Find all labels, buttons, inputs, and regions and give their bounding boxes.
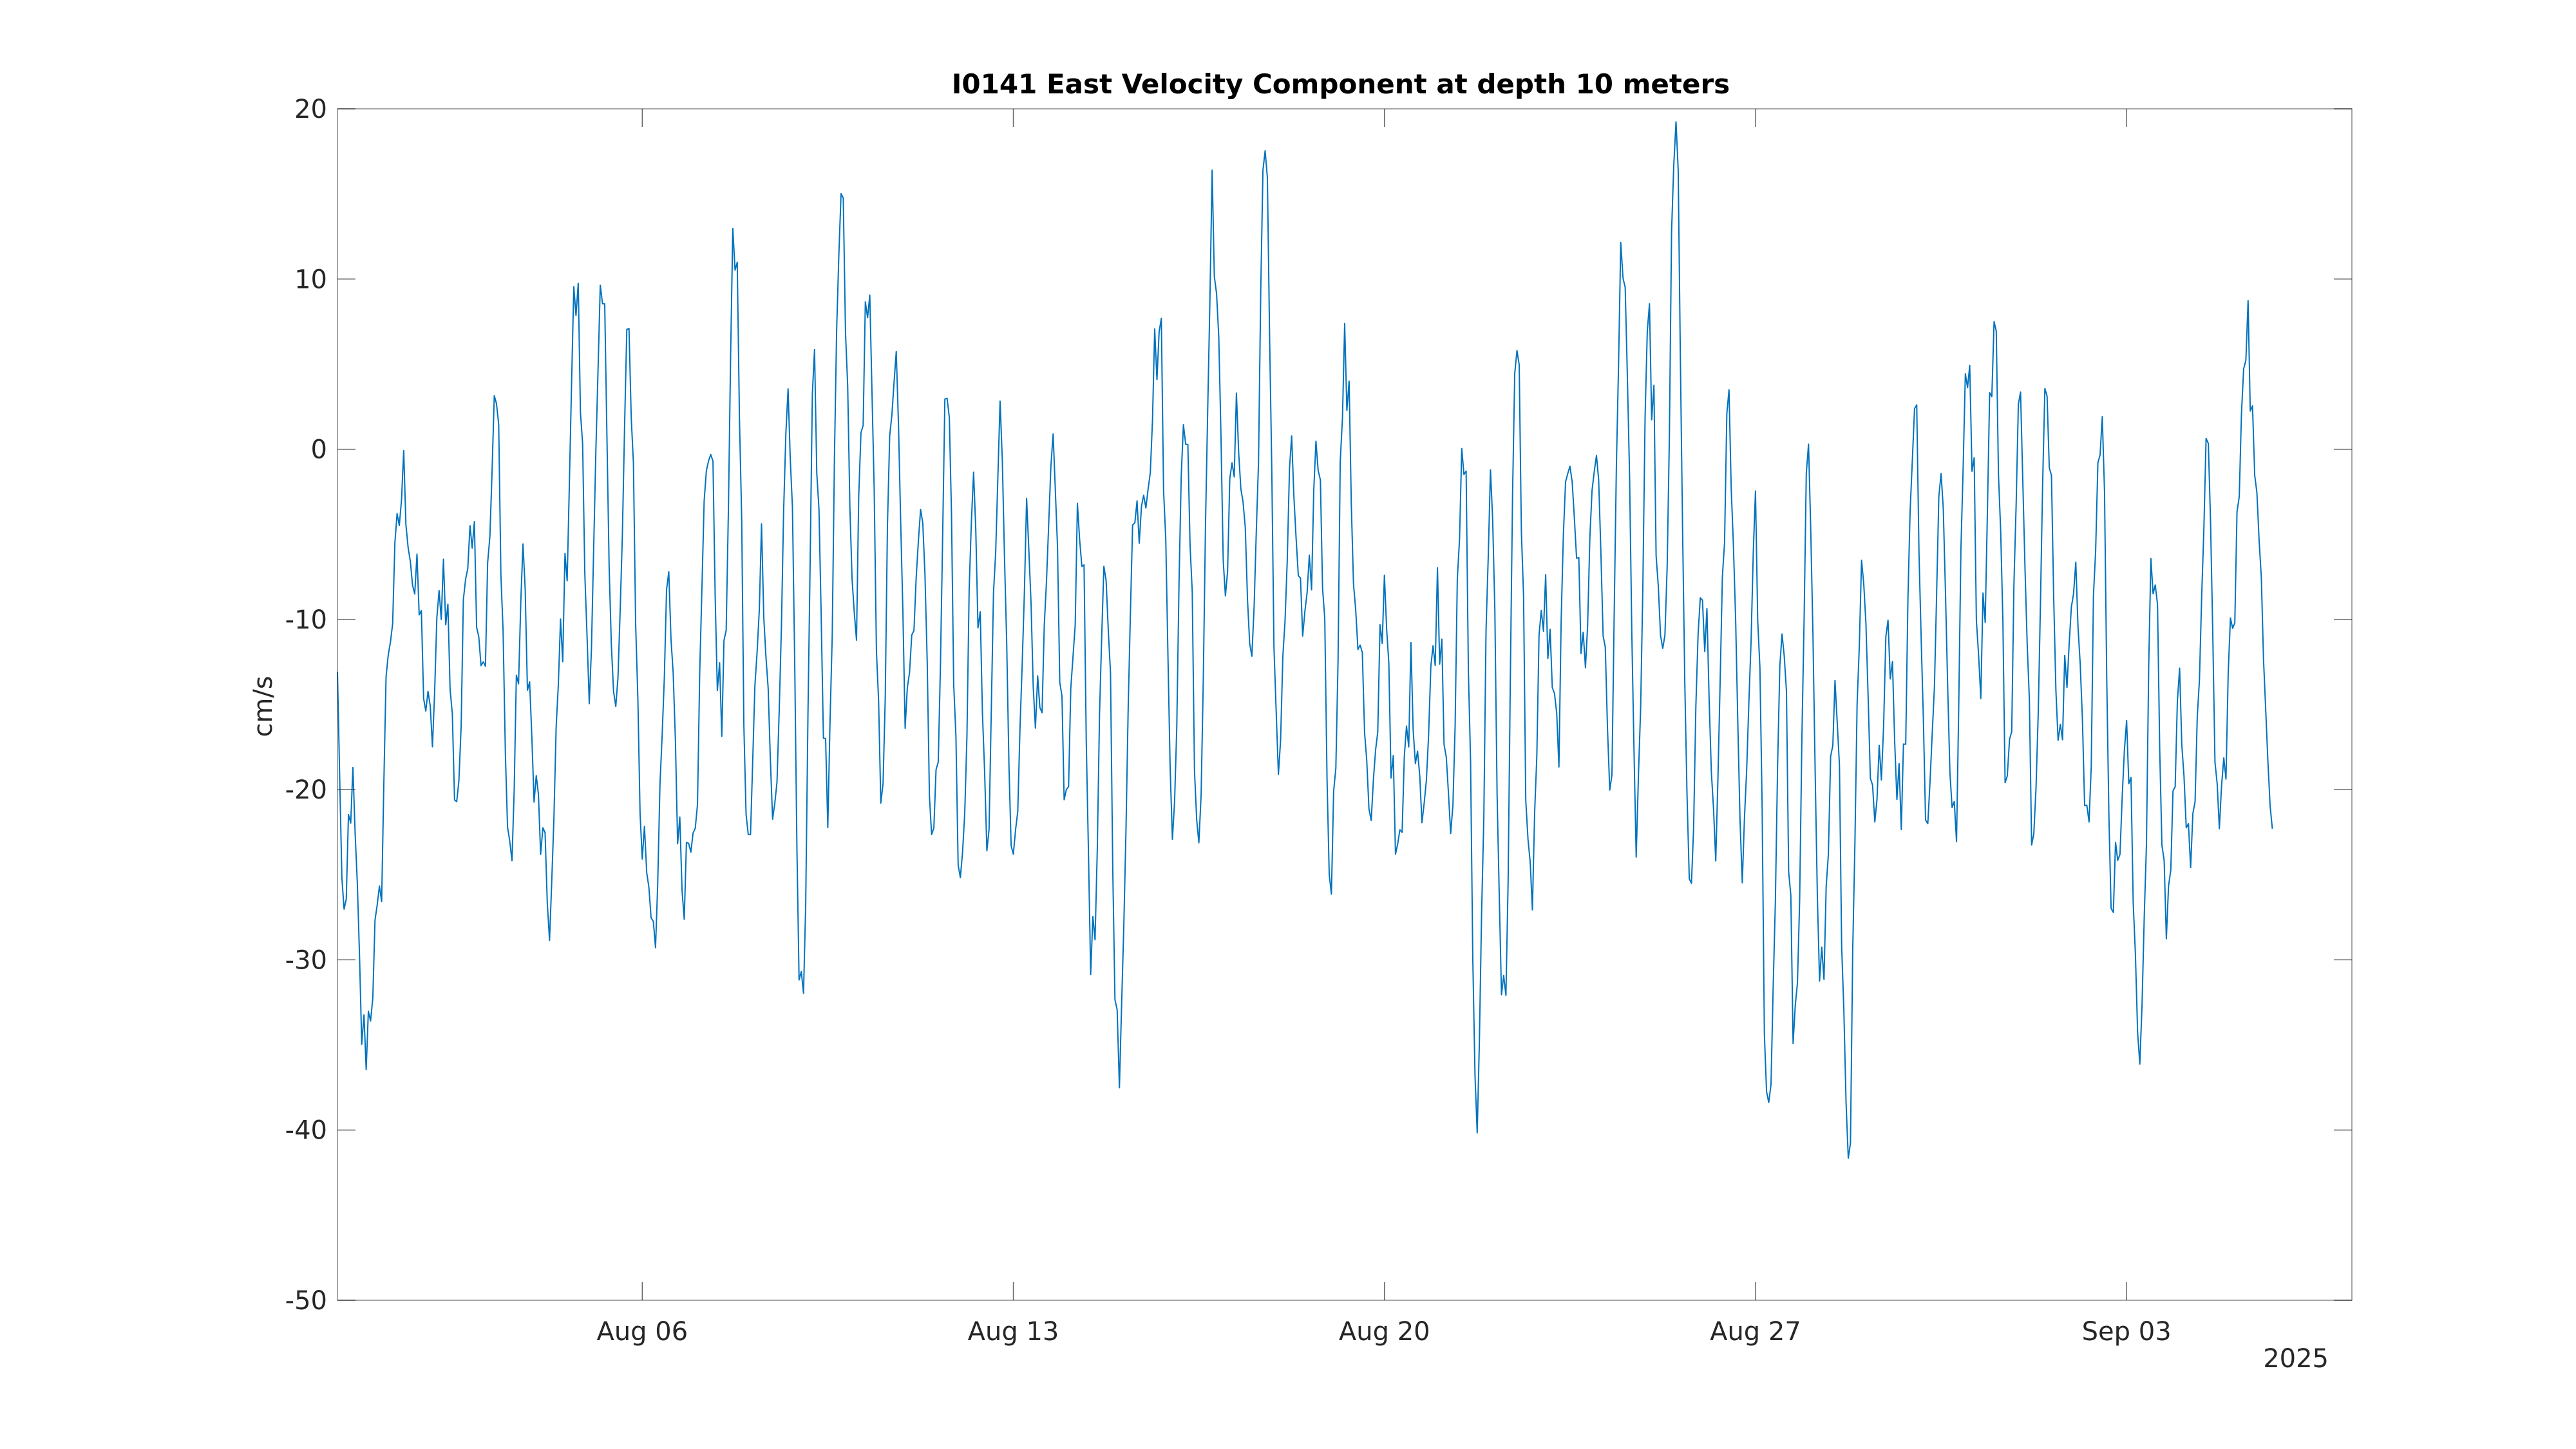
y-tick-label: -10 [285,605,327,635]
x-tick-label: Aug 06 [596,1317,688,1347]
axes-box [337,108,2353,1301]
y-tick-label: -20 [285,775,327,805]
y-tick-label: -30 [285,945,327,975]
y-axis-label: cm/s [249,676,278,737]
y-tick-label: -40 [285,1116,327,1146]
plot-area [337,108,2353,1301]
x-axis-year-label: 2025 [2263,1344,2329,1374]
x-tick-label: Aug 20 [1339,1317,1430,1347]
x-axis: Aug 06 Aug 13 Aug 20 Aug 27 Sep 03 [596,109,2172,1347]
y-tick-label: 10 [294,265,327,294]
x-tick-label: Aug 13 [968,1317,1059,1347]
y-tick-label: -50 [285,1286,327,1316]
series-line [337,121,2273,1159]
y-tick-label: 0 [311,435,327,465]
x-tick-label: Aug 27 [1710,1317,1801,1347]
x-tick-label: Sep 03 [2082,1317,2172,1347]
y-tick-label: 20 [294,95,327,124]
y-axis: 20 10 0 -10 -20 -30 -40 -50 [285,95,2352,1316]
chart-title: I0141 East Velocity Component at depth 1… [952,68,1730,100]
